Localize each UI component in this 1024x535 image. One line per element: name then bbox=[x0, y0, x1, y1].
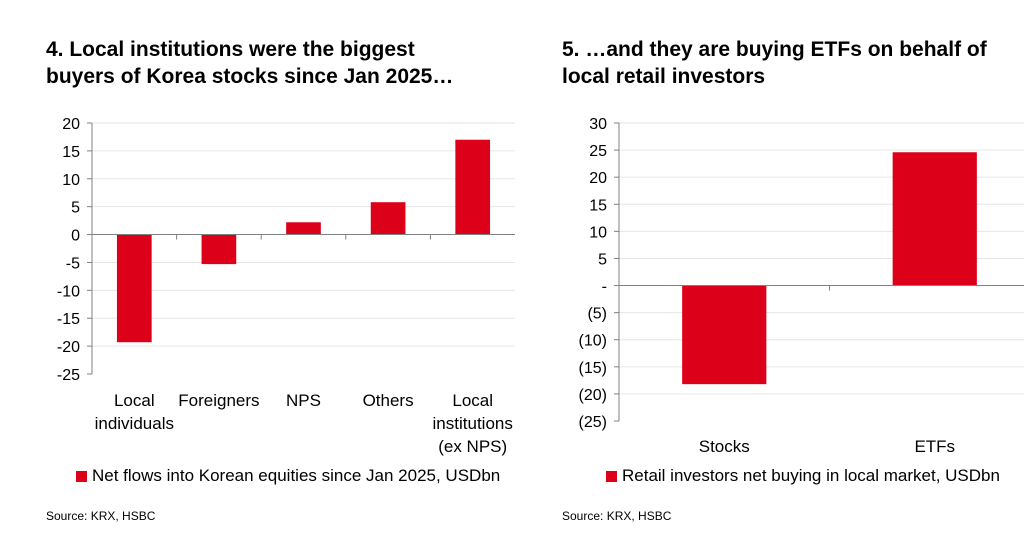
y-tick-label: (25) bbox=[579, 414, 607, 431]
x-category-label: NPS bbox=[286, 391, 321, 410]
x-category-label: Stocks bbox=[699, 437, 750, 456]
x-category-label: Foreigners bbox=[178, 391, 259, 410]
y-tick-label: 15 bbox=[589, 197, 607, 214]
bar bbox=[893, 152, 977, 285]
x-category-label: Others bbox=[363, 391, 414, 410]
bar bbox=[117, 235, 152, 343]
source-note: Source: KRX, HSBC bbox=[562, 509, 671, 523]
bar bbox=[202, 235, 237, 265]
y-tick-label: 20 bbox=[589, 170, 607, 187]
y-tick-label: 15 bbox=[62, 144, 80, 161]
bar bbox=[371, 202, 406, 234]
chart-legend: Net flows into Korean equities since Jan… bbox=[76, 466, 500, 486]
y-tick-label: 30 bbox=[589, 116, 607, 133]
chart-panel-5: 5. …and they are buying ETFs on behalf o… bbox=[520, 0, 1024, 535]
bar-chart: 20 15 10 5 0 -5 -10 -15 -20 -25 Local individualsFo… bbox=[0, 0, 520, 535]
bar bbox=[286, 222, 321, 234]
y-tick-label: 5 bbox=[598, 251, 607, 268]
bar bbox=[455, 140, 490, 235]
y-tick-label: 25 bbox=[589, 143, 607, 160]
y-tick-label: -15 bbox=[57, 311, 80, 328]
legend-label: Net flows into Korean equities since Jan… bbox=[92, 466, 500, 486]
bar-chart: 30 25 20 15 10 5 - (5) (10) (15) (20) (25) Stocks ETF… bbox=[520, 0, 1024, 535]
legend-swatch bbox=[76, 471, 87, 482]
x-category-label: Local bbox=[452, 391, 493, 410]
y-tick-label: 20 bbox=[62, 116, 80, 133]
y-tick-label: 5 bbox=[71, 200, 80, 217]
y-tick-label: 0 bbox=[71, 228, 80, 245]
chart-panel-4: 4. Local institutions were the biggest b… bbox=[0, 0, 520, 535]
y-tick-label: -25 bbox=[57, 367, 80, 384]
y-tick-label: 10 bbox=[589, 224, 607, 241]
y-tick-label: (20) bbox=[579, 387, 607, 404]
y-tick-label: (15) bbox=[579, 360, 607, 377]
source-note: Source: KRX, HSBC bbox=[46, 509, 155, 523]
y-tick-label: 10 bbox=[62, 172, 80, 189]
x-category-label: (ex NPS) bbox=[438, 437, 507, 456]
y-tick-label: -5 bbox=[66, 255, 80, 272]
legend-label: Retail investors net buying in local mar… bbox=[622, 466, 1000, 486]
y-tick-label: - bbox=[602, 279, 607, 296]
y-tick-label: (10) bbox=[579, 333, 607, 350]
legend-swatch bbox=[606, 471, 617, 482]
bar bbox=[682, 286, 766, 385]
x-category-label: institutions bbox=[433, 414, 513, 433]
y-tick-label: -20 bbox=[57, 339, 80, 356]
x-category-label: ETFs bbox=[914, 437, 955, 456]
y-tick-label: (5) bbox=[587, 306, 607, 323]
y-tick-label: -10 bbox=[57, 283, 80, 300]
chart-legend: Retail investors net buying in local mar… bbox=[606, 466, 1000, 486]
x-category-label: Local bbox=[114, 391, 155, 410]
x-category-label: individuals bbox=[95, 414, 174, 433]
